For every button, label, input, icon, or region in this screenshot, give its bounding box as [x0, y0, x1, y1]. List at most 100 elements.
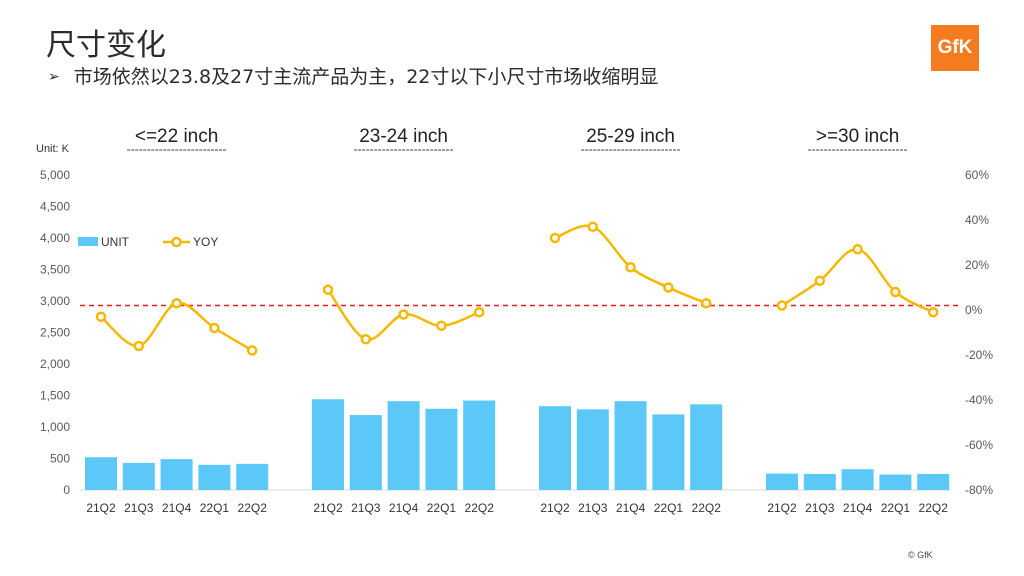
- unit-label: Unit: K: [36, 143, 70, 155]
- legend-unit-label: UNIT: [101, 235, 130, 249]
- group-title: 25-29 inch: [586, 126, 675, 147]
- x-tick-label: 21Q3: [805, 501, 835, 515]
- y-left-tick-label: 3,000: [40, 294, 70, 308]
- yoy-point: [95, 311, 107, 322]
- x-tick-label: 21Q2: [313, 501, 343, 515]
- unit-bar: [803, 473, 836, 490]
- subtitle-text: 市场依然以23.8及27寸主流产品为主，22寸以下小尺寸市场收缩明显: [73, 66, 659, 88]
- group-divider: -------------------------: [127, 142, 227, 156]
- slide-title: 尺寸变化: [46, 28, 166, 63]
- unit-bar: [766, 473, 798, 490]
- yoy-point: [171, 298, 182, 309]
- slide-subtitle: ➢ 市场依然以23.8及27寸主流产品为主，22寸以下小尺寸市场收缩明显: [48, 62, 658, 89]
- y-left-tick-label: 2,500: [40, 326, 70, 340]
- yoy-point: [549, 232, 561, 244]
- x-tick-label: 22Q1: [427, 501, 457, 515]
- yoy-point: [587, 221, 599, 232]
- y-right-tick-label: -20%: [965, 348, 993, 362]
- x-tick-label: 21Q3: [351, 501, 381, 515]
- x-tick-label: 22Q1: [881, 501, 911, 515]
- unit-bar: [614, 401, 647, 490]
- yoy-point: [814, 275, 826, 286]
- x-tick-label: 21Q4: [843, 501, 873, 515]
- x-tick-label: 21Q4: [616, 501, 646, 515]
- x-tick-label: 22Q2: [238, 501, 268, 515]
- x-tick-label: 22Q2: [465, 501, 495, 515]
- unit-bar: [690, 404, 723, 490]
- yoy-point: [890, 286, 901, 298]
- y-left-tick-label: 1,000: [40, 420, 70, 434]
- yoy-point: [852, 244, 863, 255]
- y-left-tick-label: 1,500: [40, 389, 70, 403]
- group-title: <=22 inch: [135, 126, 218, 147]
- gfk-logo: GfK: [931, 25, 979, 71]
- group-title: 23-24 inch: [359, 126, 448, 147]
- unit-bar: [387, 401, 420, 490]
- unit-bar: [198, 464, 231, 490]
- yoy-line: [100, 301, 253, 352]
- x-tick-label: 21Q3: [124, 501, 154, 515]
- y-right-tick-label: 20%: [965, 258, 989, 272]
- group-divider: -------------------------: [581, 142, 681, 156]
- y-left-tick-label: 2,000: [40, 357, 70, 371]
- x-tick-label: 21Q4: [389, 501, 419, 515]
- yoy-line: [781, 247, 934, 314]
- yoy-point: [776, 300, 788, 311]
- group-divider: -------------------------: [354, 142, 454, 156]
- y-left-tick-label: 3,500: [40, 263, 70, 277]
- y-right-tick-label: -60%: [965, 438, 993, 452]
- unit-bar: [652, 414, 685, 490]
- group-title: >=30 inch: [816, 126, 899, 147]
- y-left-tick-label: 500: [50, 452, 70, 466]
- unit-bar: [425, 408, 458, 490]
- yoy-point: [209, 322, 220, 334]
- x-tick-label: 21Q3: [578, 501, 608, 515]
- x-tick-label: 22Q1: [200, 501, 230, 515]
- yoy-point: [700, 298, 712, 309]
- yoy-point: [927, 307, 939, 318]
- copyright-text: © GfK: [908, 550, 933, 560]
- yoy-point: [663, 282, 674, 293]
- x-tick-label: 21Q2: [86, 501, 116, 515]
- y-right-tick-label: 40%: [965, 213, 989, 227]
- x-tick-label: 21Q2: [767, 501, 797, 515]
- y-left-tick-label: 4,000: [40, 231, 70, 245]
- unit-bar: [576, 409, 609, 490]
- unit-bar: [917, 473, 950, 490]
- x-tick-label: 21Q4: [162, 501, 192, 515]
- yoy-point: [436, 320, 447, 331]
- unit-bar: [85, 457, 117, 490]
- yoy-point: [133, 340, 145, 352]
- unit-bar: [160, 459, 193, 490]
- yoy-point: [473, 307, 485, 318]
- y-right-tick-label: -80%: [965, 483, 993, 497]
- y-right-tick-label: 60%: [965, 168, 989, 182]
- x-tick-label: 22Q1: [654, 501, 684, 515]
- unit-bar: [841, 469, 874, 490]
- unit-bar: [349, 415, 382, 490]
- bullet-arrow-icon: ➢: [48, 69, 60, 85]
- y-right-tick-label: -40%: [965, 393, 993, 407]
- yoy-point: [360, 334, 372, 345]
- x-tick-label: 22Q2: [919, 501, 949, 515]
- unit-bar: [879, 474, 912, 490]
- group-divider: -------------------------: [808, 142, 908, 156]
- yoy-point: [322, 284, 334, 295]
- unit-bar: [463, 400, 496, 490]
- y-left-tick-label: 5,000: [40, 168, 70, 182]
- unit-bar: [539, 406, 571, 490]
- legend-yoy-label: YOY: [193, 235, 218, 249]
- legend-unit-swatch: [78, 237, 98, 246]
- unit-bar: [312, 399, 344, 490]
- yoy-point: [398, 309, 409, 320]
- unit-bar: [236, 463, 269, 490]
- y-left-tick-label: 0: [63, 483, 70, 497]
- y-right-tick-label: 0%: [965, 303, 983, 317]
- legend-yoy-marker: [171, 236, 182, 248]
- yoy-point: [625, 262, 636, 273]
- y-left-tick-label: 4,500: [40, 200, 70, 214]
- unit-bar: [122, 462, 155, 490]
- yoy-point: [246, 345, 258, 356]
- x-tick-label: 21Q2: [540, 501, 570, 515]
